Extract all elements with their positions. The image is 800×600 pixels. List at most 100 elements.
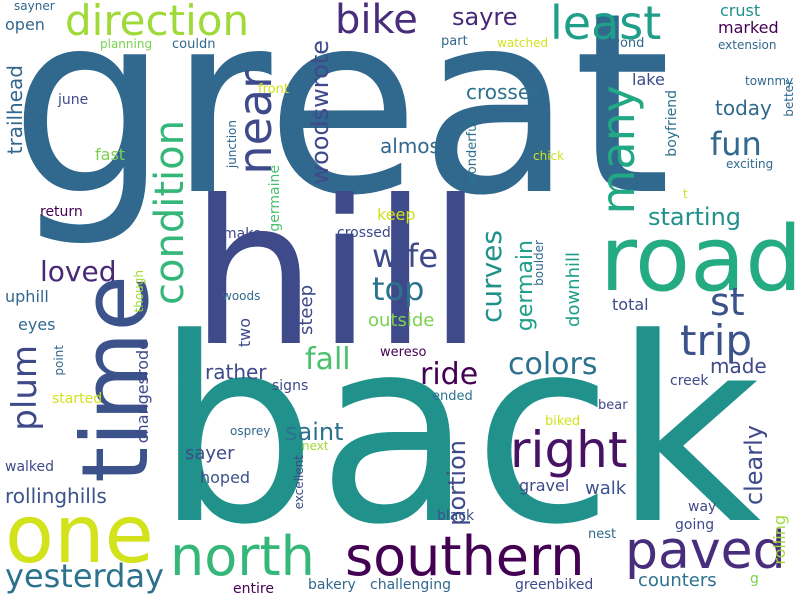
word-crossed: crossed	[337, 225, 391, 241]
word-total: total	[612, 295, 649, 314]
word-marked: marked	[718, 18, 779, 37]
word-junction: junction	[225, 120, 239, 169]
word-colors: colors	[508, 347, 598, 382]
word-planning: planning	[100, 37, 153, 51]
word-creek: creek	[670, 373, 709, 389]
word-rollinghills: rollinghills	[5, 484, 107, 508]
word-sayer: sayer	[185, 443, 235, 464]
word-fast: fast	[95, 145, 126, 164]
word-make: make	[223, 226, 262, 242]
word-g: g	[750, 571, 759, 587]
word-sayre: sayre	[452, 3, 518, 31]
word-though: though	[132, 270, 146, 313]
word-direction: direction	[65, 0, 250, 45]
word-part: part	[441, 34, 468, 49]
word-bike: bike	[335, 0, 418, 43]
word-boyfriend: boyfriend	[664, 90, 680, 157]
word-next: next	[302, 439, 329, 453]
word-eyes: eyes	[18, 315, 56, 334]
word-yesterday: yesterday	[5, 557, 164, 595]
word-beyond: beyond	[596, 36, 645, 51]
word-excellent: excellent	[292, 455, 306, 510]
word-made: made	[710, 354, 767, 378]
word-north: north	[170, 525, 315, 588]
word-keep: keep	[377, 205, 416, 224]
word-trailhead: trailhead	[3, 65, 27, 155]
word-chick: chick	[533, 149, 565, 163]
word-ended: ended	[432, 389, 473, 404]
word-steep: steep	[296, 285, 317, 336]
word-condition: condition	[147, 120, 193, 305]
word-starting: starting	[648, 203, 742, 231]
word-boulder: boulder	[532, 240, 546, 286]
word-gravel: gravel	[519, 476, 570, 495]
word-walked: walked	[5, 459, 55, 475]
word-crust: crust	[720, 1, 761, 20]
word-loved: loved	[40, 255, 117, 288]
word-two: two	[235, 318, 254, 348]
word-sayner: sayner	[14, 0, 55, 13]
word-exciting: exciting	[726, 157, 774, 171]
word-t: t	[683, 187, 688, 201]
word-counters: counters	[638, 570, 717, 591]
word-right: right	[510, 421, 628, 479]
word-entire: entire	[233, 581, 274, 597]
word-uphill: uphill	[5, 287, 49, 306]
word-plum: plum	[5, 345, 45, 431]
word-paved: paved	[625, 521, 786, 581]
word-couldn: couldn	[172, 37, 216, 52]
word-southern: southern	[345, 525, 585, 588]
word-great: great	[10, 0, 672, 250]
word-biked: biked	[545, 414, 581, 429]
word-townmy: townmy	[745, 74, 794, 88]
word-downhill: downhill	[563, 252, 584, 327]
word-front: front	[258, 82, 289, 97]
word-bear: bear	[598, 398, 628, 413]
word-fall: fall	[305, 342, 351, 377]
word-trip: trip	[680, 316, 753, 365]
word-june: june	[58, 92, 89, 108]
word-return: return	[40, 204, 83, 220]
word-back: back	[155, 284, 761, 581]
word-lake: lake	[632, 70, 665, 89]
word-hill: hill	[190, 158, 484, 391]
word-woodswrote: woodswrote	[306, 40, 334, 185]
word-outside: outside	[368, 310, 435, 331]
word-road: road	[600, 207, 800, 312]
word-st: st	[710, 280, 745, 324]
word-wonderful: wonderful	[465, 120, 480, 185]
word-extension: extension	[718, 38, 777, 52]
word-many: many	[591, 85, 645, 215]
word-top: top	[372, 270, 425, 308]
word-going: going	[675, 517, 715, 533]
word-hoped: hoped	[200, 468, 251, 487]
word-black: black	[437, 508, 475, 524]
word-today: today	[715, 96, 772, 120]
word-woods: woods	[222, 289, 261, 303]
word-wereso: wereso	[380, 345, 427, 360]
word-walk: walk	[585, 478, 627, 499]
word-open: open	[5, 15, 45, 34]
word-germaine: germaine	[267, 165, 283, 232]
word-clearly: clearly	[740, 425, 768, 506]
word-almost: almost	[380, 134, 448, 158]
word-way: way	[688, 499, 717, 515]
word-crosses: crosses	[466, 80, 541, 104]
word-ride: ride	[420, 357, 479, 392]
word-osprey: osprey	[230, 424, 271, 438]
word-changesrode: changesrode	[133, 340, 152, 444]
word-rather: rather	[205, 360, 267, 384]
word-bakery: bakery	[308, 577, 356, 593]
word-one: one	[5, 488, 154, 581]
word-point: point	[52, 345, 66, 376]
word-started: started	[52, 391, 103, 407]
word-rolling: rolling	[770, 515, 789, 565]
word-nest: nest	[588, 527, 617, 542]
word-greenbiked: greenbiked	[515, 577, 594, 593]
word-fun: fun	[710, 125, 762, 163]
word-wife: wife	[372, 237, 439, 275]
word-curves: curves	[475, 230, 508, 324]
word-challenging: challenging	[370, 577, 451, 593]
word-least: least	[550, 0, 662, 50]
